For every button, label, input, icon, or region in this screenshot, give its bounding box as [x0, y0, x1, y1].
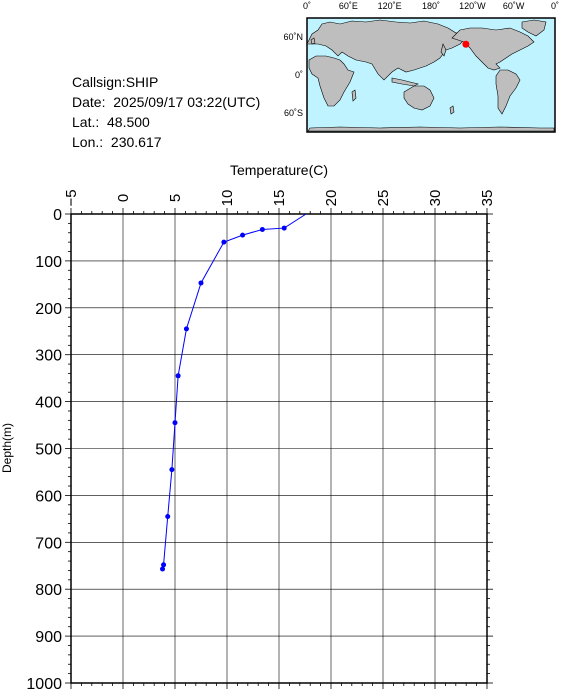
y-tick-label: 0 — [53, 207, 62, 224]
series-temperature-profile — [160, 213, 307, 572]
data-point — [183, 326, 189, 332]
x-axis-label: Temperature(C) — [230, 162, 328, 178]
data-point — [161, 562, 167, 568]
x-tick-label: 15 — [271, 190, 288, 207]
map-tick-labels: 0˚ 60˚E 120˚E 180˚ 120˚W 60˚W 0˚ 60˚N 0˚ 60˚S — [283, 1, 559, 118]
date-text: Date: 2025/09/17 03:22(UTC) — [72, 94, 261, 110]
y-axis-label: Depth(m) — [0, 423, 14, 473]
y-tick-label: 700 — [35, 535, 62, 552]
data-point — [281, 225, 287, 231]
y-tick-label: 200 — [35, 301, 62, 318]
x-tick-labels: −5 0 5 10 15 20 25 30 35 — [63, 189, 496, 206]
data-point — [169, 467, 175, 473]
x-tick-label: 25 — [375, 190, 392, 207]
map-top-tick: 120˚E — [378, 1, 402, 11]
location-map: 0˚ 60˚E 120˚E 180˚ 120˚W 60˚W 0˚ 60˚N 0˚ 60˚S — [283, 1, 559, 133]
x-tick-label: 10 — [219, 190, 236, 207]
chart-grid — [70, 213, 488, 684]
x-tick-label: 20 — [323, 190, 340, 207]
profile-info: Callsign:SHIP Date: 2025/09/17 03:22(UTC… — [72, 72, 260, 152]
data-point — [175, 373, 181, 379]
x-tick-label: 0 — [115, 194, 132, 202]
x-tick-label: −5 — [63, 189, 80, 206]
data-point — [198, 280, 204, 286]
x-tick-label: 5 — [167, 194, 184, 202]
y-tick-label: 400 — [35, 395, 62, 412]
data-point — [240, 232, 246, 238]
data-point — [160, 566, 166, 572]
latitude-text: Lat.: 48.500 — [72, 114, 150, 130]
y-tick-label: 300 — [35, 348, 62, 365]
data-point — [221, 239, 227, 245]
chart-frame — [65, 208, 493, 689]
station-marker — [462, 40, 470, 48]
longitude-text: Lon.: 230.617 — [72, 134, 162, 150]
y-tick-label: 600 — [35, 488, 62, 505]
y-tick-label: 100 — [35, 254, 62, 271]
y-tick-labels: 0 100 200 300 400 500 600 700 800 900 1000 — [26, 207, 62, 690]
y-tick-label: 1000 — [26, 676, 62, 690]
y-tick-label: 900 — [35, 629, 62, 646]
map-top-tick: 60˚E — [339, 1, 358, 11]
series-line — [162, 213, 307, 570]
y-tick-label: 500 — [35, 442, 62, 459]
map-top-tick: 180˚ — [422, 1, 440, 11]
x-tick-label: 35 — [479, 190, 496, 207]
y-tick-label: 800 — [35, 582, 62, 599]
x-tick-label: 30 — [427, 190, 444, 207]
data-point — [259, 226, 265, 232]
callsign-text: Callsign:SHIP — [72, 74, 159, 90]
map-top-tick: 120˚W — [459, 1, 486, 11]
map-left-tick: 0˚ — [295, 70, 303, 80]
map-land — [306, 19, 555, 132]
map-left-tick: 60˚S — [284, 108, 303, 118]
map-top-tick: 60˚W — [503, 1, 525, 11]
map-left-tick: 60˚N — [283, 32, 303, 42]
data-point — [172, 420, 178, 426]
data-point — [165, 514, 171, 520]
map-top-tick: 0˚ — [303, 1, 311, 11]
map-top-tick: 0˚ — [551, 1, 559, 11]
